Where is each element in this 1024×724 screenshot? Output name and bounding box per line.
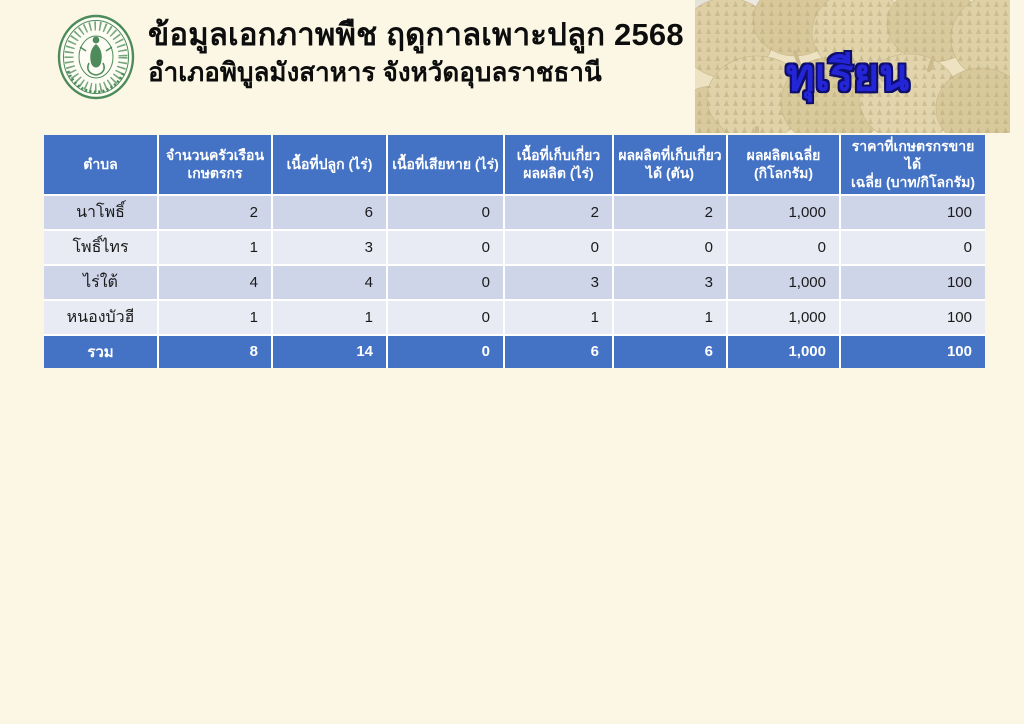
total-label: รวม — [44, 333, 159, 368]
agency-emblem-icon — [57, 14, 135, 100]
total-cell: 6 — [503, 333, 614, 368]
agency-logo — [56, 13, 136, 101]
cell: 1 — [157, 298, 273, 336]
total-cell: 0 — [386, 333, 505, 368]
cell: 0 — [386, 228, 505, 266]
total-cell: 8 — [157, 333, 273, 368]
cell: 2 — [612, 193, 728, 231]
cell: 4 — [271, 263, 388, 301]
header-block: ข้อมูลเอกภาพพืช ฤดูกาลเพาะปลูก 2568 อำเภ… — [148, 14, 708, 90]
cell: 1 — [271, 298, 388, 336]
row-label: นาโพธิ์ — [44, 193, 159, 231]
page-subtitle: อำเภอพิบูลมังสาหาร จังหวัดอุบลราชธานี — [148, 56, 602, 87]
column-header-damaged-area: เนื้อที่เสียหาย (ไร่) — [386, 135, 505, 196]
total-cell: 14 — [271, 333, 388, 368]
table-header-row: ตำบล จำนวนครัวเรือน เกษตรกร เนื้อที่ปลูก … — [44, 135, 985, 196]
total-cell: 1,000 — [726, 333, 841, 368]
cell: 0 — [386, 298, 505, 336]
cell: 0 — [386, 193, 505, 231]
cell: 0 — [839, 228, 985, 266]
durian-photo: ทุเรียน — [695, 0, 1010, 133]
cell: 100 — [839, 298, 985, 336]
table-row-nong-bua-hi: หนองบัวฮี 1 1 0 1 1 1,000 100 — [44, 298, 985, 336]
cell: 1,000 — [726, 193, 841, 231]
column-header-tambon: ตำบล — [44, 135, 159, 196]
table-total-row: รวม 8 14 0 6 6 1,000 100 — [44, 333, 985, 368]
cell: 100 — [839, 193, 985, 231]
durian-fruits-image — [695, 0, 1010, 133]
cell: 1 — [503, 298, 614, 336]
row-label: หนองบัวฮี — [44, 298, 159, 336]
column-header-yield-tons: ผลผลิตที่เก็บเกี่ยว ได้ (ตัน) — [612, 135, 728, 196]
column-header-avg-price: ราคาที่เกษตรกรขายได้ เฉลี่ย (บาท/กิโลกรัม… — [839, 135, 985, 196]
cell: 0 — [612, 228, 728, 266]
crop-data-table: ตำบล จำนวนครัวเรือน เกษตรกร เนื้อที่ปลูก … — [44, 135, 985, 368]
cell: 3 — [271, 228, 388, 266]
cell: 1 — [157, 228, 273, 266]
cell: 0 — [386, 263, 505, 301]
column-header-harvested-area: เนื้อที่เก็บเกี่ยว ผลผลิต (ไร่) — [503, 135, 614, 196]
column-header-households: จำนวนครัวเรือน เกษตรกร — [157, 135, 273, 196]
cell: 3 — [503, 263, 614, 301]
table-row-pho-sai: โพธิ์ไทร 1 3 0 0 0 0 0 — [44, 228, 985, 266]
cell: 1 — [612, 298, 728, 336]
cell: 1,000 — [726, 298, 841, 336]
table-row-rai-tai: ไร่ใต้ 4 4 0 3 3 1,000 100 — [44, 263, 985, 301]
cell: 4 — [157, 263, 273, 301]
cell: 0 — [503, 228, 614, 266]
table-row-na-pho: นาโพธิ์ 2 6 0 2 2 1,000 100 — [44, 193, 985, 231]
column-header-avg-yield: ผลผลิตเฉลี่ย (กิโลกรัม) — [726, 135, 841, 196]
cell: 2 — [503, 193, 614, 231]
cell: 0 — [726, 228, 841, 266]
row-label: โพธิ์ไทร — [44, 228, 159, 266]
cell: 100 — [839, 263, 985, 301]
total-cell: 100 — [839, 333, 985, 368]
column-header-planted-area: เนื้อที่ปลูก (ไร่) — [271, 135, 388, 196]
row-label: ไร่ใต้ — [44, 263, 159, 301]
total-cell: 6 — [612, 333, 728, 368]
cell: 2 — [157, 193, 273, 231]
cell: 1,000 — [726, 263, 841, 301]
cell: 6 — [271, 193, 388, 231]
crop-name-overlay: ทุเรียน — [785, 51, 910, 100]
page-title: ข้อมูลเอกภาพพืช ฤดูกาลเพาะปลูก 2568 — [148, 17, 684, 52]
cell: 3 — [612, 263, 728, 301]
